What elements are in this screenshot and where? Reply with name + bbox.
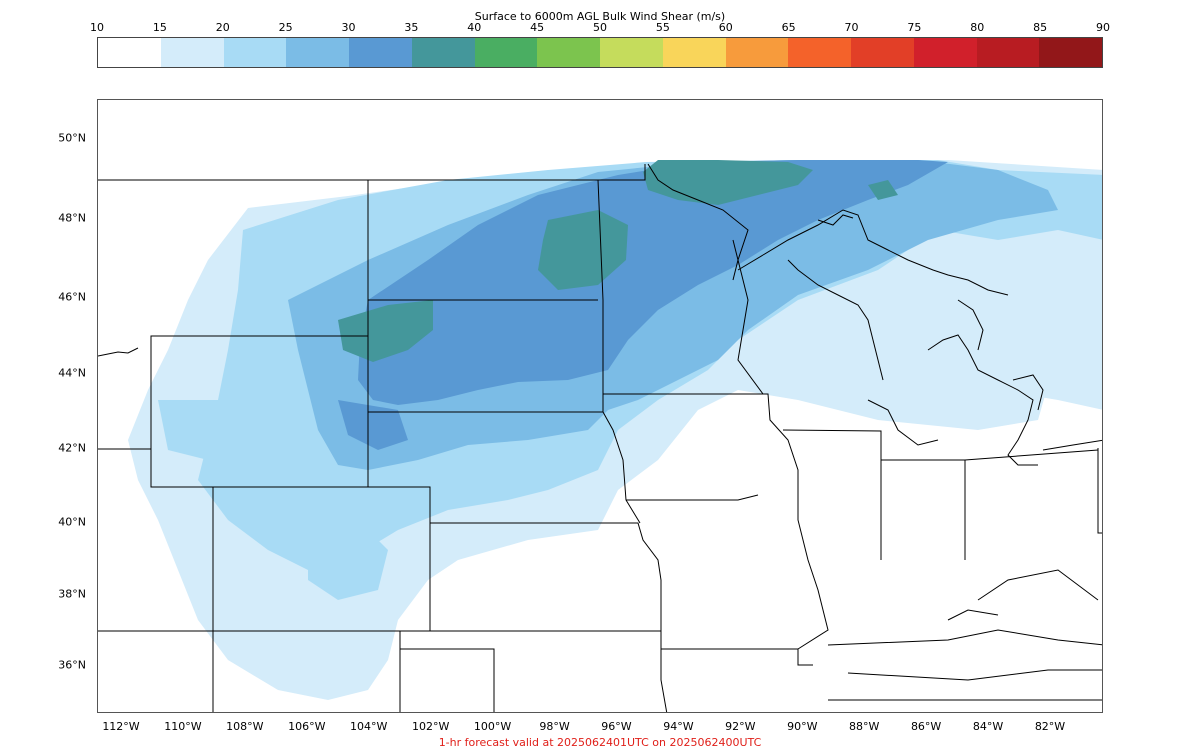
colorbar-ticks: 10 15 20 25 30 35 40 45 50 55 60 65 70 75 80 85 90 [0,21,1200,35]
colorbar-segment [160,38,224,67]
colorbar-segment [600,38,663,67]
longitude-label: 94°W [663,720,694,733]
latitude-label: 38°N [58,587,86,601]
latitude-label: 40°N [58,515,86,529]
colorbar-segment [725,38,789,67]
longitude-label: 86°W [910,720,942,733]
longitude-label: 88°W [849,720,880,733]
colorbar-segment [223,38,287,67]
colorbar-tick-label: 75 [907,21,922,34]
longitude-label: 110°W [164,720,202,733]
longitude-label: 100°W [473,720,512,733]
colorbar [97,37,1103,68]
map-frame [97,99,1103,713]
colorbar-tick-label: 45 [530,21,545,34]
longitude-label: 84°W [972,720,1004,733]
longitude-label: 82°W [1034,720,1066,733]
latitude-label: 42°N [58,441,86,455]
map-canvas [98,160,1102,712]
colorbar-tick-label: 20 [215,21,230,34]
colorbar-tick-label: 30 [341,21,356,34]
colorbar-tick-label: 40 [467,21,482,34]
colorbar-tick-label: 55 [655,21,670,34]
longitude-label: 106°W [288,720,326,733]
colorbar-tick-label: 35 [404,21,419,34]
colorbar-segment [411,38,475,67]
longitude-label: 98°W [539,720,570,733]
colorbar-tick-label: 15 [152,21,167,34]
colorbar-segment [851,38,914,67]
colorbar-tick-label: 80 [970,21,985,34]
colorbar-segment [1039,38,1102,67]
longitude-label: 104°W [350,720,388,733]
colorbar-segment [976,38,1040,67]
colorbar-segment [537,38,600,67]
latitude-label: 44°N [58,366,86,380]
colorbar-segment [662,38,726,67]
colorbar-tick-label: 50 [593,21,607,34]
colorbar-segment [349,38,412,67]
longitude-label: 112°W [102,720,140,733]
colorbar-segment [913,38,977,67]
colorbar-segment [286,38,349,67]
shear-field-35 [338,160,898,362]
colorbar-tick-label: 90 [1096,21,1110,34]
state-boundaries [98,164,1102,712]
longitude-label: 90°W [787,720,818,733]
colorbar-tick-label: 10 [90,21,104,34]
colorbar-segment [474,38,538,67]
longitude-label: 92°W [725,720,756,733]
colorbar-tick-label: 65 [781,21,796,34]
forecast-valid-time: 1-hr forecast valid at 2025062401UTC on … [438,736,762,749]
latitude-label: 50°N [58,131,86,145]
longitude-label: 108°W [226,720,264,733]
coastlines [98,163,1102,466]
longitude-label: 96°W [601,720,632,733]
colorbar-tick-label: 70 [844,21,859,34]
latitude-label: 48°N [58,211,86,225]
longitude-label: 102°W [411,720,450,733]
colorbar-title: Surface to 6000m AGL Bulk Wind Shear (m/… [474,10,726,23]
colorbar-segment [788,38,851,67]
colorbar-tick-label: 60 [718,21,733,34]
latitude-label: 36°N [58,658,86,672]
colorbar-segment [98,38,161,67]
latitude-label: 46°N [58,290,86,304]
colorbar-tick-label: 25 [278,21,293,34]
colorbar-tick-label: 85 [1033,21,1048,34]
